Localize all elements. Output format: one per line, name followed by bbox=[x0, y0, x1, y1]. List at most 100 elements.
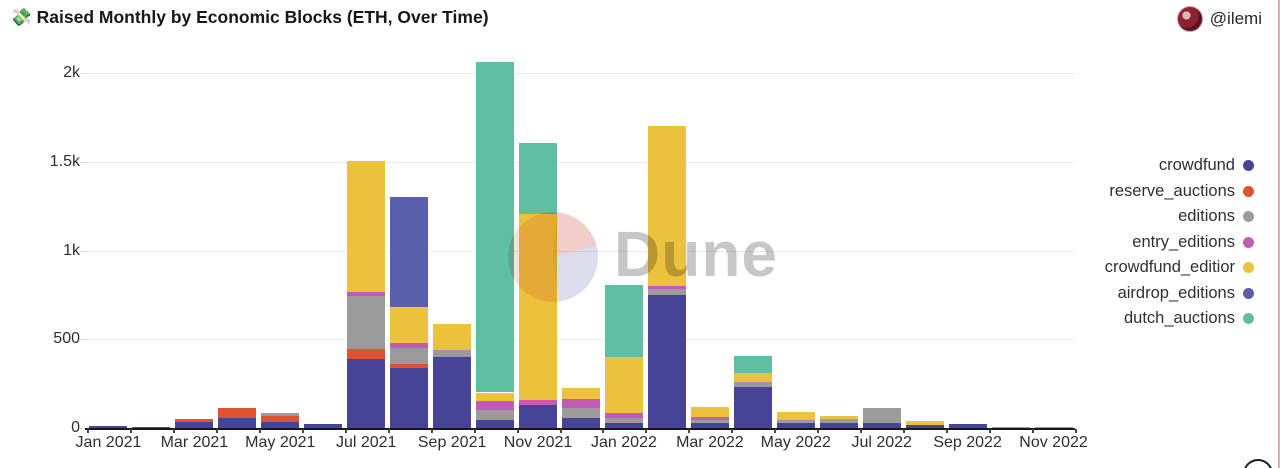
bar-crowdfund-Apr-2022[interactable] bbox=[733, 387, 772, 428]
bar-entry_editions-Nov-2021[interactable] bbox=[519, 399, 558, 405]
bar-entry_editions-Oct-2021[interactable] bbox=[476, 401, 515, 411]
x-tick-label: Nov 2021 bbox=[503, 434, 573, 451]
bar-crowdfund_editior-Jul-2021[interactable] bbox=[347, 161, 386, 292]
bar-editions-Oct-2022[interactable] bbox=[991, 427, 1030, 428]
bar-crowdfund-Jan-2022[interactable] bbox=[604, 422, 643, 428]
bar-crowdfund-Jan-2021[interactable] bbox=[89, 426, 128, 428]
x-tick-label: Jul 2022 bbox=[851, 434, 912, 451]
x-tick-label: Mar 2021 bbox=[160, 434, 229, 451]
legend-item-crowdfund[interactable]: crowdfund bbox=[1159, 155, 1254, 176]
bar-reserve_auctions-Mar-2021[interactable] bbox=[175, 419, 214, 422]
bar-crowdfund_editior-Aug-2022[interactable] bbox=[905, 420, 944, 426]
y-tick-label: 500 bbox=[53, 330, 80, 348]
x-axis-tick bbox=[645, 429, 648, 433]
bar-editions-Sep-2021[interactable] bbox=[433, 349, 472, 357]
legend-item-editions[interactable]: editions bbox=[1178, 206, 1254, 227]
bar-crowdfund-Aug-2022[interactable] bbox=[905, 425, 944, 428]
x-axis-tick bbox=[774, 429, 777, 433]
bar-reserve_auctions-Jul-2021[interactable] bbox=[347, 349, 386, 359]
bar-dutch_auctions-Jan-2022[interactable] bbox=[604, 284, 643, 358]
legend-item-reserve_auctions[interactable]: reserve_auctions bbox=[1109, 181, 1254, 202]
bar-editions-Oct-2021[interactable] bbox=[476, 410, 515, 420]
bar-editions-Feb-2022[interactable] bbox=[647, 288, 686, 295]
x-tick-label: Jan 2022 bbox=[591, 434, 657, 451]
bar-reserve_auctions-Aug-2021[interactable] bbox=[390, 363, 429, 368]
bar-crowdfund_editior-Feb-2022[interactable] bbox=[647, 126, 686, 286]
author-link[interactable]: @ilemi bbox=[1176, 6, 1262, 32]
bar-crowdfund-Feb-2022[interactable] bbox=[647, 294, 686, 428]
bar-crowdfund-Sep-2021[interactable] bbox=[433, 357, 472, 428]
bar-crowdfund-Jul-2022[interactable] bbox=[862, 422, 901, 428]
legend-item-airdrop_editions[interactable]: airdrop_editions bbox=[1118, 283, 1254, 304]
bar-editions-Dec-2021[interactable] bbox=[562, 408, 600, 419]
bar-crowdfund-Mar-2022[interactable] bbox=[690, 423, 729, 428]
bar-editions-Nov-2022[interactable] bbox=[1034, 427, 1073, 428]
bar-crowdfund-Feb-2021[interactable] bbox=[132, 427, 171, 428]
x-axis-tick bbox=[602, 429, 605, 433]
bar-crowdfund_editior-Sep-2021[interactable] bbox=[433, 323, 472, 350]
x-tick-label: Nov 2022 bbox=[1019, 434, 1088, 451]
bar-editions-May-2021[interactable] bbox=[261, 413, 300, 416]
bar-crowdfund-Aug-2021[interactable] bbox=[390, 367, 429, 428]
bar-crowdfund_editior-Oct-2021[interactable] bbox=[476, 392, 515, 402]
bar-entry_editions-Feb-2022[interactable] bbox=[647, 286, 686, 289]
bar-crowdfund_editior-Jan-2022[interactable] bbox=[604, 357, 643, 413]
bar-reserve_auctions-Apr-2021[interactable] bbox=[218, 408, 257, 419]
bar-crowdfund-Jul-2021[interactable] bbox=[347, 358, 386, 428]
bar-dutch_auctions-Oct-2021[interactable] bbox=[476, 62, 515, 393]
bar-entry_editions-Dec-2021[interactable] bbox=[562, 399, 600, 409]
legend-color-dot bbox=[1243, 236, 1254, 248]
bar-crowdfund-Mar-2021[interactable] bbox=[175, 421, 214, 428]
bar-crowdfund_editior-Dec-2021[interactable] bbox=[562, 388, 600, 400]
y-tick-label: 1k bbox=[63, 241, 80, 259]
bar-crowdfund_editior-May-2022[interactable] bbox=[776, 412, 815, 420]
x-tick-label: May 2021 bbox=[245, 434, 316, 451]
bar-crowdfund-Apr-2021[interactable] bbox=[218, 418, 257, 428]
y-tick-label: 2k bbox=[63, 64, 80, 81]
author-avatar[interactable] bbox=[1176, 6, 1203, 32]
bar-entry_editions-Jan-2022[interactable] bbox=[604, 412, 643, 418]
bar-crowdfund-Jun-2021[interactable] bbox=[304, 424, 343, 428]
bar-crowdfund-Nov-2021[interactable] bbox=[519, 404, 558, 428]
bar-crowdfund-May-2022[interactable] bbox=[776, 423, 815, 428]
bar-dutch_auctions-Nov-2021[interactable] bbox=[519, 143, 558, 215]
x-axis-tick bbox=[817, 429, 820, 433]
x-axis-tick bbox=[688, 429, 691, 433]
bar-editions-Jun-2022[interactable] bbox=[819, 419, 858, 424]
bar-editions-Mar-2022[interactable] bbox=[690, 420, 729, 424]
bar-entry_editions-Mar-2022[interactable] bbox=[690, 416, 729, 420]
y-axis-tick bbox=[80, 339, 87, 341]
bar-editions-Aug-2021[interactable] bbox=[390, 347, 429, 364]
bar-reserve_auctions-May-2021[interactable] bbox=[261, 415, 300, 422]
bar-crowdfund_editior-Mar-2022[interactable] bbox=[690, 406, 729, 417]
bar-editions-May-2022[interactable] bbox=[776, 420, 815, 424]
bar-editions-Jul-2022[interactable] bbox=[862, 408, 901, 423]
bar-crowdfund-Sep-2022[interactable] bbox=[948, 424, 987, 428]
bar-editions-Apr-2022[interactable] bbox=[733, 382, 772, 388]
x-axis-tick bbox=[860, 429, 863, 433]
x-tick-label: Jul 2021 bbox=[335, 434, 397, 451]
bar-crowdfund-Jun-2022[interactable] bbox=[819, 423, 858, 428]
bar-airdrop_editions-Aug-2021[interactable] bbox=[390, 197, 429, 308]
bar-crowdfund_editior-Aug-2021[interactable] bbox=[390, 307, 429, 343]
x-axis-tick bbox=[731, 429, 734, 433]
x-axis-tick bbox=[1032, 429, 1035, 433]
bar-dutch_auctions-Apr-2022[interactable] bbox=[733, 355, 772, 374]
legend-item-dutch_auctions[interactable]: dutch_auctions bbox=[1124, 308, 1254, 329]
legend-label: entry_editions bbox=[1132, 232, 1235, 251]
bar-entry_editions-Aug-2021[interactable] bbox=[390, 342, 429, 348]
bar-crowdfund-Dec-2021[interactable] bbox=[562, 418, 600, 428]
bar-crowdfund_editior-Jun-2022[interactable] bbox=[819, 416, 858, 420]
bar-crowdfund_editior-Apr-2022[interactable] bbox=[733, 373, 772, 383]
bar-crowdfund-Oct-2021[interactable] bbox=[476, 420, 515, 428]
x-tick-label: Sep 2022 bbox=[933, 434, 1002, 451]
bar-editions-Jul-2021[interactable] bbox=[347, 295, 386, 349]
legend-item-entry_editions[interactable]: entry_editions bbox=[1132, 232, 1254, 253]
x-axis-tick bbox=[87, 429, 89, 433]
x-axis-tick bbox=[989, 429, 992, 433]
bar-crowdfund-May-2021[interactable] bbox=[261, 421, 300, 428]
legend-item-crowdfund_editior[interactable]: crowdfund_editior bbox=[1105, 257, 1254, 278]
bar-editions-Jan-2022[interactable] bbox=[604, 417, 643, 423]
legend-color-dot bbox=[1243, 262, 1254, 273]
bar-entry_editions-Jul-2021[interactable] bbox=[347, 291, 386, 296]
